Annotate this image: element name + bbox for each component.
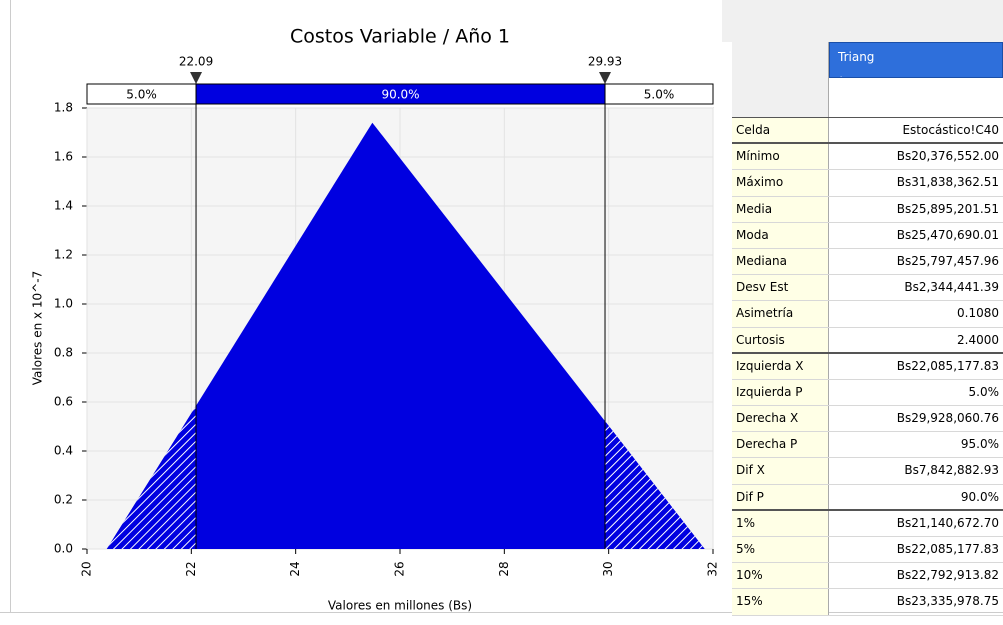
table-row: Mínimo Bs20,376,552.00 (732, 144, 1003, 171)
cell-label: Dif P (732, 484, 829, 509)
y-tick-label: 1.0 (54, 297, 73, 311)
cell-value: Bs22,085,177.83 (896, 358, 999, 373)
top-bar (722, 0, 1003, 42)
cell-value: Estocástico!C40 (902, 123, 999, 137)
cell-label: Mediana (732, 248, 829, 275)
table-row: 15% Bs23,335,978.75 (732, 589, 1003, 616)
table-row: Izquierda X Bs22,085,177.83 (732, 353, 1003, 380)
band-label: 90.0% (381, 88, 419, 102)
table-row: Desv Est Bs2,344,441.39 (732, 275, 1003, 302)
delimiter-label: 29.93 (588, 55, 622, 69)
cell-value: Bs2,344,441.39 (904, 280, 999, 295)
table-row: 10% Bs22,792,913.82 (732, 563, 1003, 590)
cell-label: 10% (732, 563, 829, 589)
cell-label: Celda (732, 118, 829, 143)
table-row: Mediana Bs25,797,457.96 (732, 248, 1003, 276)
band-label: 5.0% (126, 88, 157, 102)
cell-value: Bs23,335,978.75 (896, 594, 999, 609)
header-cell: Triang (20376552;25470690. (829, 42, 1003, 78)
table-row: Celda Estocástico!C40 (732, 118, 1003, 145)
y-tick-label: 1.8 (54, 101, 73, 115)
y-tick-label: 0.4 (54, 444, 73, 458)
cell-label: Izquierda P (732, 379, 829, 406)
table-row: Dif P 90.0% (732, 484, 1003, 511)
stats-table: Triang (20376552;25470690. Celda Estocástic… (732, 42, 1003, 616)
header-text: Triang (838, 50, 875, 64)
table-row: 5% Bs22,085,177.83 (732, 537, 1003, 564)
cell-label: 5% (732, 537, 829, 563)
cell-label: Moda (732, 222, 829, 248)
cell-value: Bs22,085,177.83 (896, 542, 999, 556)
table-row: Máximo Bs31,838,362.51 (732, 170, 1003, 197)
y-tick-label: 0.0 (54, 542, 73, 556)
cell-label: Izquierda X (732, 353, 829, 379)
cell-value: 95.0% (960, 437, 999, 452)
cell-value: Bs25,797,457.96 (896, 253, 999, 268)
y-tick-label: 1.2 (54, 248, 73, 262)
cell-value: Bs21,140,672.70 (896, 515, 999, 530)
left-frame (10, 0, 11, 612)
table-row: Derecha P 95.0% (732, 432, 1003, 459)
table-row: Asimetría 0.1080 (732, 301, 1003, 328)
cell-value: Bs31,838,362.51 (896, 175, 999, 190)
cell-value: Bs20,376,552.00 (896, 149, 999, 164)
y-tick-label: 1.6 (54, 150, 73, 164)
y-tick-label: 1.4 (54, 199, 73, 213)
cell-value: Bs29,928,060.76 (896, 411, 999, 426)
cell-label: Asimetría (732, 301, 829, 327)
delimiter-label: 22.09 (179, 55, 213, 69)
cell-value: Bs22,792,913.82 (896, 568, 999, 583)
table-row: 1% Bs21,140,672.70 (732, 510, 1003, 537)
cell-label: 15% (732, 589, 829, 615)
cell-label: Derecha P (732, 432, 829, 458)
table-row: Curtosis 2.4000 (732, 327, 1003, 354)
y-tick-label: 0.6 (54, 395, 73, 409)
x-tick-label: 26 (393, 561, 407, 576)
header-text: (20376552;25470690. (834, 70, 998, 77)
y-tick-label: 0.8 (54, 346, 73, 360)
table-row: Izquierda P 5.0% (732, 379, 1003, 407)
x-tick-label: 32 (706, 561, 720, 576)
cell-label: Derecha X (732, 406, 829, 432)
cell-value: Bs25,470,690.01 (896, 227, 999, 242)
table-row: Media Bs25,895,201.51 (732, 196, 1003, 223)
cell-value: 5.0% (968, 384, 1000, 399)
chart: Costos Variable / Año 1 Valores en millo… (31, 26, 720, 613)
table-row: Moda Bs25,470,690.01 (732, 222, 1003, 249)
x-axis-label: Valores en millones (Bs) (328, 599, 472, 613)
header-row: Triang (20376552;25470690. (732, 42, 1003, 118)
delimiter-handle (190, 72, 203, 84)
cell-label: Media (732, 196, 829, 222)
x-tick-label: 24 (288, 561, 302, 576)
x-tick-label: 28 (497, 561, 511, 576)
y-axis-label: Valores en x 10^-7 (31, 271, 45, 385)
x-tick-label: 20 (80, 561, 94, 576)
y-tick-label: 0.2 (54, 493, 73, 507)
bottom-line (0, 612, 1003, 613)
cell-label: 1% (732, 510, 829, 536)
table-row: Dif X Bs7,842,882.93 (732, 458, 1003, 485)
cell-label: Desv Est (732, 275, 829, 301)
cell-value: Bs25,895,201.51 (896, 201, 999, 216)
x-tick-label: 30 (601, 561, 615, 576)
cell-label: Dif X (732, 458, 829, 484)
band-label: 5.0% (644, 88, 675, 102)
table-row: Derecha X Bs29,928,060.76 (732, 406, 1003, 433)
density-area (106, 122, 705, 549)
chart-title: Costos Variable / Año 1 (290, 26, 510, 48)
cell-label: Máximo (732, 170, 829, 196)
cell-value: 2.4000 (957, 332, 999, 347)
cell-value: 90.0% (960, 489, 999, 504)
delimiter-handle (599, 72, 612, 84)
x-tick-label: 22 (184, 561, 198, 576)
header-blank (732, 42, 829, 117)
cell-label: Curtosis (732, 327, 829, 352)
cell-label: Mínimo (732, 144, 829, 170)
cell-value: Bs7,842,882.93 (904, 463, 999, 478)
cell-value: 0.1080 (957, 306, 999, 321)
